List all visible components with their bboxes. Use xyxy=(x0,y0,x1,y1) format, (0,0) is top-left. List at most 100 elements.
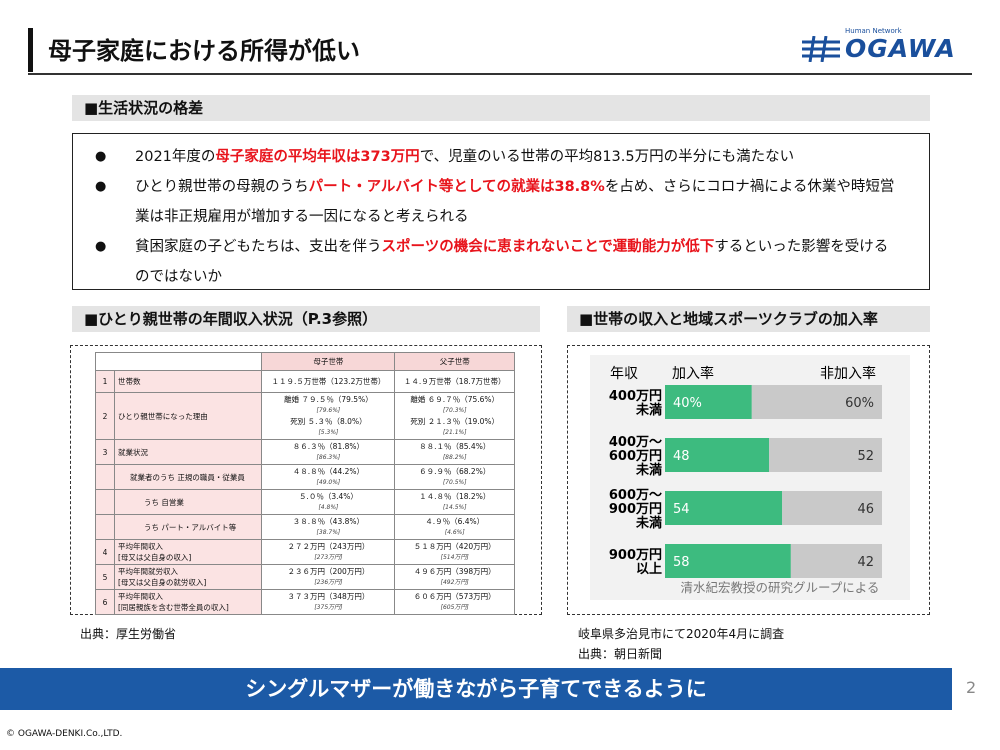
cell: ６９.９％（68.2%） [70.5%] xyxy=(394,464,515,490)
row-number xyxy=(95,489,115,515)
cell-line: [70.3%] xyxy=(442,407,467,414)
legend-entry: 非加入率 xyxy=(820,365,876,382)
text: 2021年度の xyxy=(135,149,216,165)
bullet-box: 2021年度の母子家庭の平均年収は373万円で、児童のいる世帯の平均813.5万… xyxy=(72,133,930,290)
label: うち 自営業 xyxy=(144,497,184,507)
bullet: ひとり親世帯の母親のうちパート・アルバイト等としての就業は38.8%を占め、さら… xyxy=(95,172,899,232)
value-label: 48 xyxy=(673,449,690,464)
highlight: パート・アルバイト等としての就業は38.8% xyxy=(308,179,605,195)
category-label: 400万～ 600万円未満 xyxy=(609,435,662,478)
banner: シングルマザーが働きながら子育てできるように xyxy=(0,668,952,710)
cell-line: １４.８％（18.2%） xyxy=(419,492,491,501)
cell: ２７２万円（243万円） [273万円] xyxy=(261,539,396,565)
label-note: [母又は父自身の就労収入] xyxy=(118,578,207,587)
cell-line: [514万円] xyxy=(440,554,469,561)
cell-line: [605万円] xyxy=(440,604,469,611)
cell: 離婚 ７９.５％（79.5%） [79.6%] 死別 ５.３％（8.0%） [5.3%… xyxy=(261,392,396,440)
value-label: 40% xyxy=(673,396,702,411)
row-number: 3 xyxy=(95,439,115,465)
survey-note: 岐阜県多治見市にて2020年4月に調査 xyxy=(578,627,785,641)
value-label: 60% xyxy=(845,396,874,411)
bar xyxy=(665,438,770,472)
label: 世帯数 xyxy=(118,377,141,386)
label: 就業者のうち 正規の職員・従業員 xyxy=(130,472,245,482)
cell: ８６.３％（81.8%） [86.3%] xyxy=(261,439,396,465)
cell-line: [38.7%] xyxy=(316,529,341,536)
category-label: 900万円以上 xyxy=(609,548,662,577)
text: で、児童のいる世帯の平均813.5万円の半分にも満たない xyxy=(419,149,795,165)
table-row: 5 平均年間就労収入 [母又は父自身の就労収入] ２３６万円（200万円） [236万円… xyxy=(95,564,515,590)
cell-line: ４.９％（6.4%） xyxy=(425,517,485,526)
cell-line: [86.3%] xyxy=(316,454,341,461)
cell: ２３６万円（200万円） [236万円] xyxy=(261,564,396,590)
label: 就業状況 xyxy=(118,447,148,457)
cell-line: 死別 ５.３％（8.0%） xyxy=(290,417,367,426)
cell-line: [4.6%] xyxy=(444,529,465,536)
label: ひとり親世帯になった理由 xyxy=(118,411,208,421)
row-label: 平均年間収入 [同居親族を含む世帯全員の収入] xyxy=(113,589,263,615)
bar xyxy=(782,491,882,525)
cell-line: 離婚 ７９.５％（79.5%） xyxy=(284,395,373,404)
cell-line: １４.９万世帯（18.7万世帯） xyxy=(403,377,506,386)
cell: １４.９万世帯（18.7万世帯） xyxy=(394,370,515,393)
cell-line: [21.1%] xyxy=(442,429,467,436)
row-number: 6 xyxy=(95,589,115,615)
row-number xyxy=(95,464,115,490)
table-row: うち パート・アルバイト等 ３８.８％（43.8%） [38.7%] ４.９％（6.4… xyxy=(95,514,515,540)
logo: OGAWA xyxy=(845,34,956,63)
logo-tagline: Human Network xyxy=(845,27,902,35)
table-row: 4 平均年間収入 [母又は父自身の収入] ２７２万円（243万円） [273万円] ５１８… xyxy=(95,539,515,565)
section-heading: ■生活状況の格差 xyxy=(72,95,930,121)
cell: ４８.８％（44.2%） [49.0%] xyxy=(261,464,396,490)
bar xyxy=(769,438,882,472)
cell-line: ４９６万円（398万円） xyxy=(413,567,496,576)
highlight: スポーツの機会に恵まれないことで運動能力が低下 xyxy=(381,239,715,255)
row-label: 平均年間収入 [母又は父自身の収入] xyxy=(113,539,263,565)
title: 母子家庭における所得が低い xyxy=(48,37,360,65)
cell: 離婚 ６９.７％（75.6%） [70.3%] 死別 ２１.３％（19.0%） [21… xyxy=(394,392,515,440)
row-number: 1 xyxy=(95,370,115,393)
bar xyxy=(790,544,882,578)
label: 平均年間就労収入 xyxy=(118,567,178,576)
cell: ３８.８％（43.8%） [38.7%] xyxy=(261,514,396,540)
cell: ６０６万円（573万円） [605万円] xyxy=(394,589,515,615)
cell: ８８.１％（85.4%） [88.2%] xyxy=(394,439,515,465)
cell: ５.０％（3.4%） [4.8%] xyxy=(261,489,396,515)
number: 4 xyxy=(102,547,108,557)
table-row: 2 ひとり親世帯になった理由 離婚 ７９.５％（79.5%） [79.6%] 死別 ５.… xyxy=(95,392,515,440)
cell-line: [70.5%] xyxy=(442,479,467,486)
cell-line: [492万円] xyxy=(440,579,469,586)
label-note: [母又は父自身の収入] xyxy=(118,553,192,562)
table-row: 1 世帯数 １１９.５万世帯（123.2万世帯） １４.９万世帯（18.7万世帯） xyxy=(95,370,515,393)
cell-line: ３７３万円（348万円） xyxy=(287,592,370,601)
bar xyxy=(665,544,791,578)
bar xyxy=(751,385,882,419)
label-note: [同居親族を含む世帯全員の収入] xyxy=(118,603,229,612)
row-label: うち 自営業 xyxy=(113,489,263,515)
cell-line: ５.０％（3.4%） xyxy=(298,492,358,501)
row-number: 4 xyxy=(95,539,115,565)
cell-line: [5.3%] xyxy=(318,429,339,436)
page-number: 2 xyxy=(966,678,977,697)
column-header: 父子世帯 xyxy=(394,352,515,371)
cell-line: 死別 ２１.３％（19.0%） xyxy=(410,417,500,426)
cell-line: ３８.８％（43.8%） xyxy=(292,517,365,526)
cell: ４.９％（6.4%） [4.6%] xyxy=(394,514,515,540)
source: 出典：厚生労働省 xyxy=(80,627,177,641)
cell-line: ４８.８％（44.2%） xyxy=(292,467,365,476)
value-label: 42 xyxy=(857,555,874,570)
category-label: 400万円未満 xyxy=(609,389,662,418)
row-label: ひとり親世帯になった理由 xyxy=(113,392,263,440)
highlight: 母子家庭の平均年収は373万円 xyxy=(215,149,420,165)
row-label: 就業者のうち 正規の職員・従業員 xyxy=(113,464,263,490)
source: 出典：朝日新聞 xyxy=(578,647,663,661)
income-table: 母子世帯 父子世帯 1 世帯数 １１９.５万世帯（123.2万世帯） １４.９万世帯（18… xyxy=(94,352,515,615)
row-label: 就業状況 xyxy=(113,439,263,465)
column-header: 母子世帯 xyxy=(261,352,396,371)
cell: ４９６万円（398万円） [492万円] xyxy=(394,564,515,590)
row-number xyxy=(95,514,115,540)
value-label: 58 xyxy=(673,555,690,570)
title-rule xyxy=(28,73,972,75)
row-number: 5 xyxy=(95,564,115,590)
